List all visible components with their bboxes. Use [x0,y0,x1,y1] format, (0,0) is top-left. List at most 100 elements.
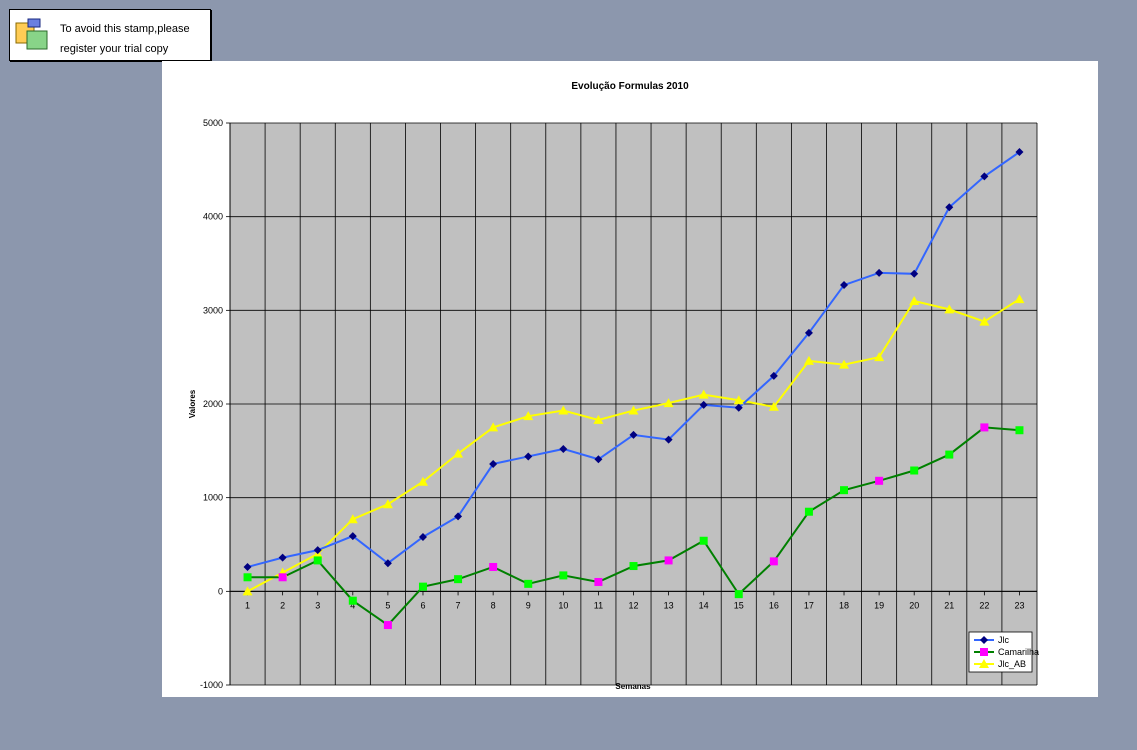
y-tick-label: -1000 [200,680,223,690]
data-point-jlc [313,546,322,555]
data-point-jlc_ab [488,422,499,432]
x-tick-label: 15 [734,600,744,610]
data-point-jlc_ab [382,499,393,509]
data-point-jlc [348,532,357,541]
overlapping-windows-icon [15,18,48,50]
data-point-jlc [594,455,603,464]
data-point-jlc_ab [944,304,955,314]
x-tick-label: 10 [558,600,568,610]
data-point-camarilha [383,621,392,630]
data-point-jlc [278,553,287,562]
stamp-line-2: register your trial copy [60,43,169,55]
data-point-jlc_ab [242,586,253,596]
data-point-jlc_ab [523,411,534,421]
data-point-jlc [418,533,427,542]
legend-entry: Jlc_AB [998,659,1026,669]
data-point-jlc [1015,148,1024,157]
data-point-jlc_ab [698,389,709,399]
y-tick-label: 0 [218,586,223,596]
data-point-camarilha [699,536,708,545]
data-point-camarilha [769,557,778,566]
data-point-jlc_ab [593,414,604,424]
data-point-jlc [875,268,884,277]
x-tick-label: 6 [420,600,425,610]
data-point-jlc [454,512,463,521]
x-tick-label: 11 [594,600,603,610]
x-tick-label: 14 [699,600,709,610]
data-point-camarilha [594,577,603,586]
data-point-jlc_ab [628,405,639,415]
data-point-jlc_ab [417,476,428,486]
data-point-jlc_ab [347,514,358,524]
data-point-camarilha [489,562,498,571]
y-axis-label: Valores [188,389,197,418]
legend: Jlc Camarilha Jlc_AB [968,631,1039,673]
chart: Evolução Formulas 2010 -1000 0 1000 2000 300… [188,81,1039,691]
y-tick-label: 3000 [203,305,223,315]
data-point-jlc [699,400,708,409]
data-point-jlc [734,403,743,412]
data-point-jlc [840,281,849,290]
legend-marker [980,648,988,656]
data-point-camarilha [840,486,849,495]
data-point-camarilha [243,573,252,582]
stamp-line-1: To avoid this stamp,please [60,23,190,35]
data-point-jlc_ab [558,405,569,415]
data-point-jlc [383,559,392,568]
data-point-jlc_ab [663,398,674,408]
x-tick-label: 12 [628,600,638,610]
x-tick-label: 21 [944,600,954,610]
x-tick-label: 1 [245,600,250,610]
legend-marker [980,636,988,644]
data-point-jlc_ab [803,355,814,365]
x-tick-label: 9 [526,600,531,610]
data-point-camarilha [629,562,638,571]
data-point-jlc [629,430,638,439]
data-point-camarilha [559,571,568,580]
data-point-jlc [559,444,568,453]
data-point-jlc [524,452,533,461]
x-tick-label: 23 [1014,600,1024,610]
data-point-camarilha [910,466,919,475]
x-tick-label: 2 [280,600,285,610]
data-point-jlc [769,371,778,380]
x-tick-label: 18 [839,600,849,610]
y-tick-label: 1000 [203,493,223,503]
data-point-jlc_ab [909,295,920,305]
y-tick-label: 4000 [203,212,223,222]
x-axis-label: Semanas [615,682,651,691]
data-point-camarilha [418,582,427,591]
data-point-jlc_ab [979,316,990,326]
legend-entry: Jlc [998,635,1009,645]
data-point-camarilha [664,556,673,565]
data-point-jlc [243,562,252,571]
data-point-jlc [489,459,498,468]
x-tick-label: 22 [979,600,989,610]
data-point-jlc [945,203,954,212]
data-point-camarilha [278,573,287,582]
data-point-camarilha [524,579,533,588]
data-point-jlc_ab [874,352,885,362]
data-point-camarilha [313,556,322,565]
data-point-jlc [804,328,813,337]
data-point-camarilha [734,590,743,599]
data-point-jlc_ab [453,448,464,458]
data-point-camarilha [875,476,884,485]
x-tick-label: 19 [874,600,884,610]
chart-title: Evolução Formulas 2010 [571,81,689,92]
data-point-jlc_ab [1014,294,1025,304]
x-tick-label: 17 [804,600,814,610]
data-point-camarilha [804,507,813,516]
data-point-camarilha [454,575,463,584]
x-tick-label: 3 [315,600,320,610]
x-tick-label: 4 [350,600,355,610]
chart-panel: Evolução Formulas 2010 -1000 0 1000 2000 300… [162,61,1098,697]
x-tick-label: 16 [769,600,779,610]
x-tick-label: 8 [491,600,496,610]
trial-stamp: To avoid this stamp,please register your… [9,9,211,61]
data-point-camarilha [348,596,357,605]
x-tick-label: 5 [385,600,390,610]
data-point-jlc [664,435,673,444]
x-tick-label: 20 [909,600,919,610]
legend-marker [979,659,989,668]
